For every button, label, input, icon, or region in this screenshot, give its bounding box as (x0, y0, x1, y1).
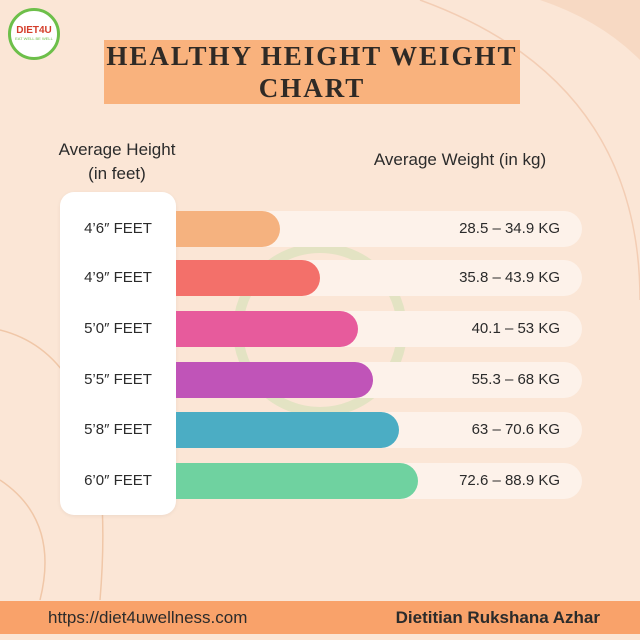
height-header: Average Height (in feet) (40, 138, 194, 186)
bar (176, 362, 373, 398)
height-header-line: Average Height (58, 140, 176, 159)
height-label: 4’6″ FEET (84, 220, 152, 237)
weight-label: 28.5 – 34.9 KG (459, 220, 560, 237)
footer-author: Dietitian Rukshana Azhar (395, 608, 600, 627)
footer-bar (0, 601, 640, 634)
height-header-line: (in feet) (88, 164, 146, 183)
weight-label: 63 – 70.6 KG (471, 421, 560, 438)
height-label: 5’5″ FEET (84, 371, 152, 388)
bar (176, 463, 418, 499)
bar (176, 412, 399, 448)
height-label: 5’8″ FEET (84, 421, 152, 438)
title: HEALTHY HEIGHT WEIGHT CHART (104, 40, 520, 104)
logo-tagline: EAT WELL BE WELL (15, 36, 53, 41)
weight-label: 72.6 – 88.9 KG (459, 472, 560, 489)
height-label: 5’0″ FEET (84, 320, 152, 337)
height-label: 6’0″ FEET (84, 472, 152, 489)
weight-label: 40.1 – 53 KG (471, 320, 560, 337)
footer-url: https://diet4uwellness.com (48, 608, 248, 627)
bar (176, 260, 320, 296)
bar (176, 211, 280, 247)
weight-header: Average Weight (in kg) (373, 150, 547, 169)
height-card (60, 192, 176, 515)
logo-name: DIET4U (16, 25, 52, 36)
weight-label: 55.3 – 68 KG (471, 371, 560, 388)
height-label: 4’9″ FEET (84, 269, 152, 286)
bar (176, 311, 358, 347)
weight-label: 35.8 – 43.9 KG (459, 269, 560, 286)
logo: DIET4U EAT WELL BE WELL (8, 8, 60, 60)
